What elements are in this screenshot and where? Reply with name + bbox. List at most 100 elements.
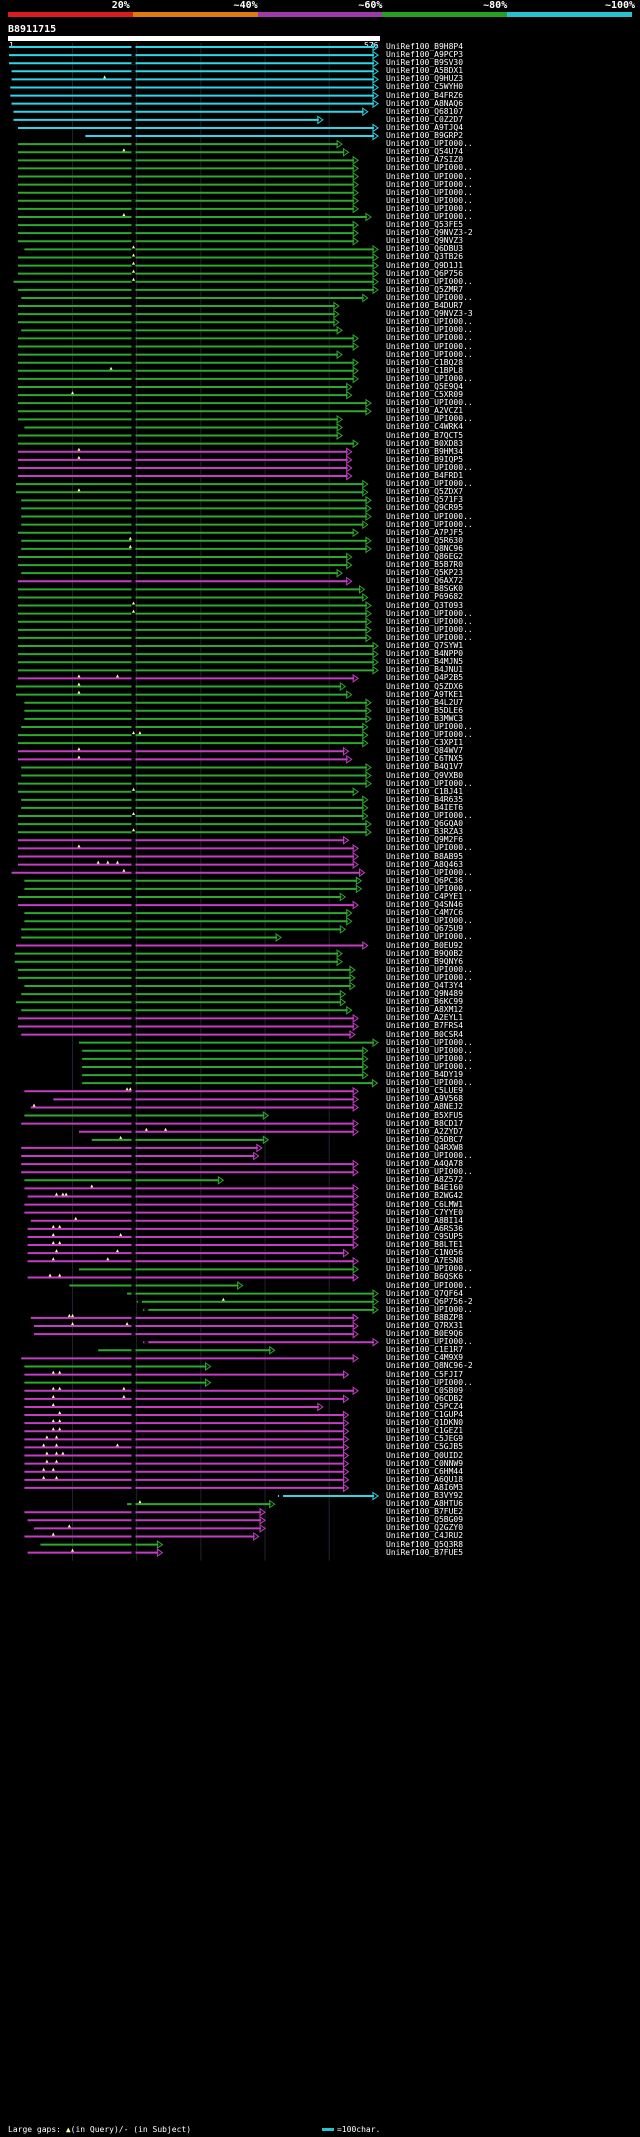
hit-row[interactable] (24, 1434, 350, 1444)
hit-id-label[interactable]: UniRef100_Q5ZMR7 (386, 284, 464, 294)
hit-id-label[interactable]: UniRef100_A8NAQ6 (386, 98, 464, 108)
hit-id-label[interactable]: UniRef100_Q8NC96 (386, 543, 464, 553)
hit-row[interactable] (17, 374, 359, 384)
hit-id-label[interactable]: UniRef100_UPI000.. (386, 276, 473, 286)
hit-id-label[interactable]: UniRef100_B4E160 (386, 1183, 464, 1193)
hit-id-label[interactable]: UniRef100_Q9M2F6 (386, 835, 464, 845)
hit-id-label[interactable]: UniRef100_B8BZP8 (386, 1312, 464, 1322)
hit-row[interactable] (17, 779, 372, 789)
hit-id-label[interactable]: UniRef100_Q9CR95 (386, 503, 464, 513)
hit-row[interactable] (17, 212, 372, 222)
hit-id-label[interactable]: UniRef100_UPI000.. (386, 398, 473, 408)
hit-id-label[interactable]: UniRef100_A2EYL1 (386, 1013, 464, 1023)
hit-id-label[interactable]: UniRef100_B4L2U7 (386, 697, 464, 707)
hit-row[interactable] (17, 657, 379, 667)
hit-id-label[interactable]: UniRef100_B7FRS4 (386, 1021, 464, 1031)
hit-id-label[interactable]: UniRef100_B4IET6 (386, 802, 464, 812)
hit-row[interactable] (24, 1394, 350, 1404)
hit-row[interactable] (17, 730, 369, 740)
hit-row[interactable] (17, 601, 372, 611)
hit-row[interactable] (13, 277, 379, 287)
hit-row[interactable] (24, 1386, 359, 1396)
hit-row[interactable] (91, 1135, 270, 1145)
hit-id-label[interactable]: UniRef100_Q9NVZ3 (386, 236, 464, 246)
hit-id-label[interactable]: UniRef100_Q5BG09 (386, 1515, 464, 1525)
hit-id-label[interactable]: UniRef100_C0SB09 (386, 1385, 464, 1395)
hit-id-label[interactable]: UniRef100_A2ZYD7 (386, 1126, 464, 1136)
hit-row[interactable] (27, 1256, 359, 1266)
hit-row[interactable] (24, 698, 372, 708)
hit-row[interactable] (17, 390, 353, 400)
hit-row[interactable] (21, 512, 372, 521)
hit-row[interactable] (17, 584, 366, 594)
hit-row[interactable] (14, 957, 343, 967)
hit-id-label[interactable]: UniRef100_B8SGK0 (386, 584, 464, 594)
hit-id-label[interactable]: UniRef100_Q6PC36 (386, 875, 464, 885)
hit-row[interactable] (17, 285, 379, 295)
hit-row[interactable] (24, 706, 372, 716)
hit-row[interactable] (24, 1183, 359, 1193)
hit-row[interactable] (17, 641, 379, 651)
hit-row[interactable] (17, 382, 353, 392)
hit-row[interactable] (82, 1046, 369, 1056)
hit-id-label[interactable]: UniRef100_B6KC99 (386, 997, 464, 1007)
hit-row[interactable] (34, 1329, 359, 1339)
hit-id-label[interactable]: UniRef100_B0CSR4 (386, 1029, 464, 1039)
hit-id-label[interactable]: UniRef100_B0EU92 (386, 940, 464, 950)
hit-id-label[interactable]: UniRef100_A6QU18 (386, 1474, 464, 1484)
hit-row[interactable] (17, 188, 359, 198)
hit-id-label[interactable]: UniRef100_Q9VXB0 (386, 770, 464, 780)
hit-row[interactable] (24, 908, 353, 918)
hit-id-label[interactable]: UniRef100_Q7SYW1 (386, 641, 464, 651)
hit-id-label[interactable]: UniRef100_Q6GQA0 (386, 819, 464, 829)
hit-id-label[interactable]: UniRef100_B9GRP2 (386, 131, 464, 141)
hit-id-label[interactable]: UniRef100_A7ESN8 (386, 1256, 464, 1266)
hit-row[interactable] (16, 941, 369, 951)
hit-id-label[interactable]: UniRef100_C3XPI1 (386, 738, 464, 748)
hit-id-label[interactable]: UniRef100_B8CD17 (386, 1118, 464, 1128)
hit-row[interactable] (82, 1054, 369, 1064)
hit-id-label[interactable]: UniRef100_UPI000.. (386, 373, 473, 383)
hit-row[interactable] (17, 147, 350, 157)
hit-id-label[interactable]: UniRef100_UPI000.. (386, 292, 473, 302)
hit-row[interactable] (27, 1272, 359, 1282)
hit-id-label[interactable]: UniRef100_C6LMW1 (386, 1199, 464, 1209)
hit-row[interactable] (98, 1345, 276, 1355)
hit-id-label[interactable]: UniRef100_A9TJQ4 (386, 122, 464, 132)
hit-id-label[interactable]: UniRef100_Q54U74 (386, 147, 464, 157)
hit-id-label[interactable]: UniRef100_Q571F3 (386, 495, 464, 505)
hit-id-label[interactable]: UniRef100_A4QA78 (386, 1159, 464, 1169)
hit-id-label[interactable]: UniRef100_C5PCZ4 (386, 1401, 464, 1411)
hit-id-label[interactable]: UniRef100_UPI000.. (386, 187, 473, 197)
hit-id-label[interactable]: UniRef100_Q5R630 (386, 535, 464, 545)
hit-id-label[interactable]: UniRef100_A8I6M3 (386, 1482, 464, 1492)
hit-row[interactable] (24, 1410, 350, 1420)
hit-id-label[interactable]: UniRef100_UPI000.. (386, 1304, 473, 1314)
hit-id-label[interactable]: UniRef100_Q6CDB2 (386, 1393, 464, 1403)
hit-row[interactable] (16, 682, 347, 691)
hit-id-label[interactable]: UniRef100_Q6DBU3 (386, 244, 464, 254)
hit-row[interactable] (16, 487, 369, 497)
hit-id-label[interactable]: UniRef100_A7PJF5 (386, 527, 464, 537)
hit-id-label[interactable]: UniRef100_UPI000.. (386, 632, 473, 642)
hit-id-label[interactable]: UniRef100_UPI000.. (386, 778, 473, 788)
hit-id-label[interactable]: UniRef100_B9Q0B2 (386, 948, 464, 958)
hit-id-label[interactable]: UniRef100_A9TKE1 (386, 689, 464, 699)
hit-id-label[interactable]: UniRef100_Q8NC96-2 (386, 1361, 473, 1371)
hit-row[interactable] (21, 495, 372, 505)
hit-row[interactable] (11, 99, 379, 109)
hit-row[interactable] (24, 1467, 350, 1477)
hit-row[interactable] (24, 1111, 270, 1121)
hit-row[interactable] (24, 1418, 350, 1428)
hit-row[interactable] (17, 172, 359, 181)
hit-id-label[interactable]: UniRef100_A8HTU6 (386, 1499, 464, 1509)
hit-row[interactable] (136, 1297, 379, 1307)
hit-row[interactable] (40, 1540, 164, 1550)
hit-id-label[interactable]: UniRef100_B4NPP0 (386, 649, 464, 659)
hit-row[interactable] (78, 1264, 359, 1274)
hit-row[interactable] (17, 180, 359, 190)
hit-row[interactable] (17, 746, 350, 756)
hit-id-label[interactable]: UniRef100_B3MWC3 (386, 713, 464, 723)
hit-id-label[interactable]: UniRef100_B5DLE6 (386, 705, 464, 715)
hit-row[interactable] (17, 633, 372, 643)
